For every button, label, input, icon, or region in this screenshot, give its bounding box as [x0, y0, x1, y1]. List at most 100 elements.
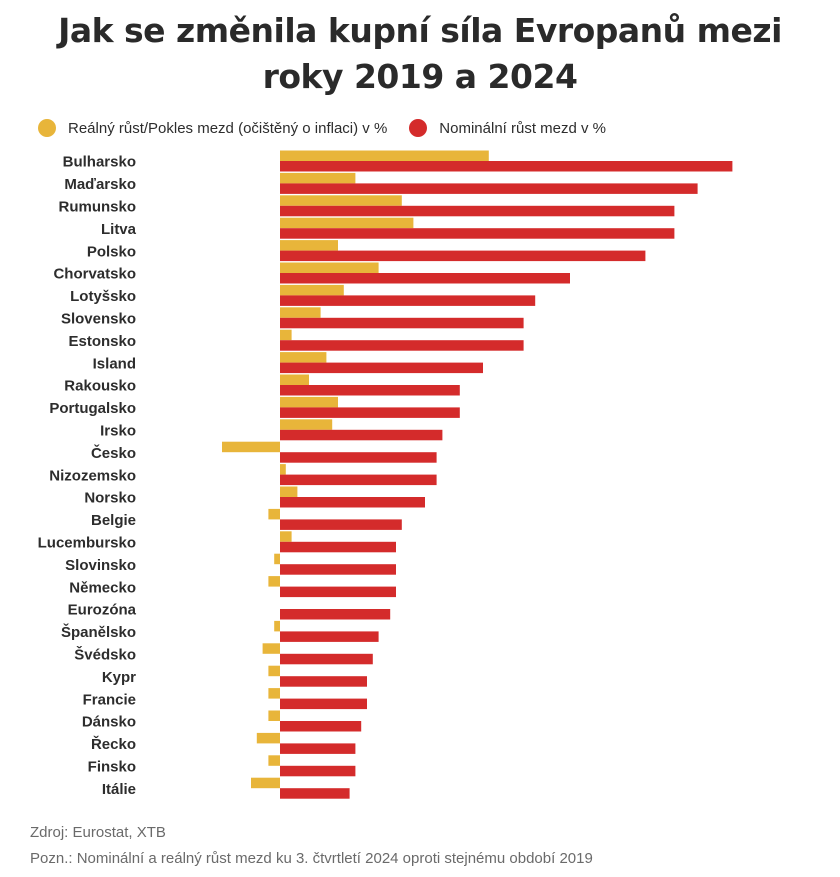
nominal-wage-bar-4 — [280, 250, 646, 262]
nominal-wage-bar-0 — [280, 161, 733, 172]
category-label: Finsko — [88, 759, 136, 776]
category-label: Bulharsko — [63, 154, 136, 171]
nominal-wage-bar-10 — [280, 385, 460, 396]
real-wage-bar-6 — [280, 284, 344, 296]
chart-title-line-2: roky 2019 a 2024 — [262, 57, 578, 96]
legend-label-real: Reálný růst/Pokles mezd (očištěný o infl… — [68, 119, 388, 137]
category-label: Maďarsko — [64, 176, 136, 193]
nominal-wage-bar-17 — [280, 541, 396, 553]
real-wage-bar-4 — [280, 240, 338, 251]
nominal-wage-bar-26 — [280, 743, 356, 754]
nominal-wage-bar-15 — [280, 497, 425, 508]
real-wage-bar-1 — [280, 172, 356, 184]
real-wage-bar-16 — [268, 508, 280, 520]
category-label: Itálie — [102, 781, 136, 798]
legend-label-nominal: Nominální růst mezd v % — [439, 119, 607, 137]
category-label: Slovensko — [61, 311, 136, 328]
nominal-wage-bar-5 — [280, 273, 570, 284]
category-label: Litva — [101, 221, 137, 238]
category-label: Norsko — [84, 490, 136, 507]
category-label: Lotyšsko — [70, 288, 136, 305]
category-label: Kypr — [102, 669, 136, 686]
nominal-wage-bar-19 — [280, 586, 396, 598]
category-label: Slovinsko — [65, 557, 136, 574]
real-wage-bar-9 — [280, 352, 327, 363]
nominal-wage-bar-27 — [280, 765, 356, 777]
real-wage-bar-8 — [280, 329, 292, 341]
chart-title: Jak se změnila kupní síla Evropanů mezi … — [0, 8, 840, 100]
real-wage-bar-19 — [268, 576, 280, 587]
real-wage-bar-3 — [280, 217, 414, 229]
category-label: Nizozemsko — [49, 467, 136, 484]
real-wage-bar-13 — [222, 441, 280, 453]
nominal-wage-bar-11 — [280, 407, 460, 418]
category-label: Rumunsko — [58, 199, 136, 216]
real-wage-bar-23 — [268, 665, 280, 677]
nominal-wage-bar-20 — [280, 609, 391, 620]
real-wage-bar-2 — [280, 195, 402, 206]
real-wage-bar-26 — [256, 732, 280, 744]
legend-item-real: Reálný růst/Pokles mezd (očištěný o infl… — [38, 119, 387, 137]
nominal-wage-bar-13 — [280, 452, 437, 463]
nominal-wage-bar-21 — [280, 631, 379, 642]
nominal-wage-bar-8 — [280, 340, 524, 351]
nominal-wage-bar-18 — [280, 564, 396, 575]
nominal-wage-bar-25 — [280, 721, 362, 732]
legend-swatch-real — [38, 119, 56, 137]
chart-title-line-1: Jak se změnila kupní síla Evropanů mezi — [58, 11, 782, 50]
real-wage-bar-15 — [280, 486, 298, 497]
category-label: Dánsko — [82, 714, 136, 731]
nominal-wage-bar-2 — [280, 205, 675, 217]
nominal-wage-bar-9 — [280, 362, 483, 374]
category-label: Švédsko — [74, 646, 136, 664]
real-wage-bar-22 — [262, 643, 280, 654]
category-label: Polsko — [87, 243, 136, 260]
legend-item-nominal: Nominální růst mezd v % — [409, 119, 606, 137]
real-wage-bar-21 — [274, 620, 280, 632]
nominal-wage-bar-23 — [280, 676, 367, 687]
category-label: Německo — [69, 579, 136, 596]
source-note: Zdroj: Eurostat, XTB — [30, 824, 166, 841]
nominal-wage-bar-1 — [280, 183, 698, 194]
legend: Reálný růst/Pokles mezd (očištěný o infl… — [38, 118, 628, 138]
category-label: Chorvatsko — [53, 266, 136, 283]
real-wage-bar-11 — [280, 396, 338, 408]
category-label: Estonsko — [68, 333, 136, 350]
nominal-wage-bar-7 — [280, 317, 524, 329]
category-label: Portugalsko — [49, 400, 136, 417]
chart-footer: Zdroj: Eurostat, XTB Pozn.: Nominální a … — [30, 820, 593, 872]
nominal-wage-bar-24 — [280, 698, 367, 710]
category-label: Španělsko — [61, 623, 136, 641]
real-wage-bar-14 — [280, 464, 286, 475]
real-wage-bar-0 — [280, 150, 489, 161]
nominal-wage-bar-16 — [280, 519, 402, 530]
category-label: Česko — [91, 444, 136, 462]
nominal-wage-bar-12 — [280, 429, 443, 441]
bar-chart: Bulharsko Maďarsko Rumunsko Litva Polsko Chor… — [38, 150, 733, 799]
real-wage-bar-24 — [268, 688, 280, 699]
real-wage-bar-27 — [268, 755, 280, 766]
nominal-wage-bar-14 — [280, 474, 437, 486]
real-wage-bar-12 — [280, 419, 333, 430]
real-wage-bar-10 — [280, 374, 309, 385]
real-wage-bar-18 — [274, 553, 280, 565]
real-wage-bar-17 — [280, 531, 292, 542]
real-wage-bar-7 — [280, 307, 321, 318]
nominal-wage-bar-3 — [280, 228, 675, 239]
category-label: Francie — [83, 691, 136, 708]
nominal-wage-bar-28 — [280, 788, 350, 799]
nominal-wage-bar-22 — [280, 653, 373, 665]
category-label: Lucembursko — [38, 535, 136, 552]
category-label: Island — [93, 355, 136, 372]
legend-swatch-nominal — [409, 119, 428, 137]
category-label: Irsko — [100, 423, 136, 440]
methodology-note: Pozn.: Nominální a reálný růst mezd ku 3… — [30, 850, 593, 867]
real-wage-bar-25 — [268, 710, 280, 721]
category-label: Rakousko — [64, 378, 136, 395]
nominal-wage-bar-6 — [280, 295, 536, 306]
real-wage-bar-28 — [251, 777, 280, 789]
real-wage-bar-5 — [280, 262, 379, 273]
category-label: Belgie — [91, 512, 136, 529]
category-label: Eurozóna — [68, 602, 137, 619]
category-label: Řecko — [91, 735, 136, 753]
